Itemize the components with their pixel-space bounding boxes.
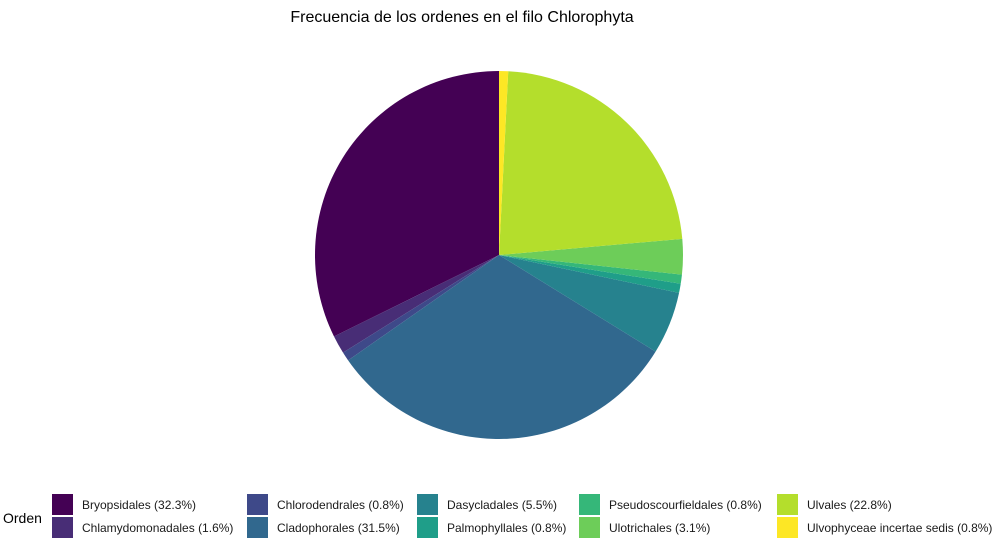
legend-item-ulvophyceae-incertae-sedis: Ulvophyceae incertae sedis (0.8%) — [777, 517, 992, 538]
legend-label: Dasycladales (5.5%) — [447, 498, 557, 512]
legend-label: Ulvales (22.8%) — [807, 498, 892, 512]
legend-swatch — [417, 517, 438, 538]
pie-slice-bryopsidales — [315, 71, 499, 337]
pie-slice-chlorodendrales — [343, 255, 499, 361]
legend-swatch — [777, 494, 798, 515]
legend-item-chlamydomonadales: Chlamydomonadales (1.6%) — [52, 517, 233, 538]
legend-title: Orden — [3, 510, 42, 526]
pie-slice-ulotrichales — [499, 238, 684, 275]
legend-item-pseudoscourfieldales: Pseudoscourfieldales (0.8%) — [579, 494, 762, 515]
legend-swatch — [247, 517, 268, 538]
legend-swatch — [247, 494, 268, 515]
legend-item-palmophyllales: Palmophyllales (0.8%) — [417, 517, 566, 538]
legend-item-bryopsidales: Bryopsidales (32.3%) — [52, 494, 196, 515]
legend-item-ulvales: Ulvales (22.8%) — [777, 494, 892, 515]
legend-swatch — [52, 494, 73, 515]
pie-slice-ulvophyceae-incertae-sedis — [499, 70, 509, 255]
legend-swatch — [417, 494, 438, 515]
pie-slice-chlamydomonadales — [334, 255, 499, 353]
legend-item-ulotrichales: Ulotrichales (3.1%) — [579, 517, 710, 538]
legend-label: Palmophyllales (0.8%) — [447, 521, 566, 535]
legend-label: Ulotrichales (3.1%) — [609, 521, 710, 535]
chart-title: Frecuencia de los ordenes en el filo Chl… — [290, 9, 633, 26]
pie-slice-ulvales — [499, 71, 683, 255]
legend-swatch — [777, 517, 798, 538]
legend-item-cladophorales: Cladophorales (31.5%) — [247, 517, 400, 538]
pie-slice-dasycladales — [499, 255, 680, 352]
pie-slice-pseudoscourfieldales — [499, 255, 682, 284]
pie-slice-palmophyllales — [499, 255, 681, 293]
legend-label: Bryopsidales (32.3%) — [82, 498, 196, 512]
legend-swatch — [579, 517, 600, 538]
legend-label: Chlorodendrales (0.8%) — [277, 498, 404, 512]
legend-swatch — [579, 494, 600, 515]
legend-swatch — [52, 517, 73, 538]
pie-slices — [315, 70, 684, 439]
legend-label: Pseudoscourfieldales (0.8%) — [609, 498, 762, 512]
legend-item-dasycladales: Dasycladales (5.5%) — [417, 494, 557, 515]
legend-label: Chlamydomonadales (1.6%) — [82, 521, 233, 535]
legend-label: Ulvophyceae incertae sedis (0.8%) — [807, 521, 992, 535]
pie-slice-cladophorales — [348, 255, 656, 439]
legend-item-chlorodendrales: Chlorodendrales (0.8%) — [247, 494, 404, 515]
legend: Bryopsidales (32.3%) Chlamydomonadales (1… — [52, 494, 992, 538]
legend-label: Cladophorales (31.5%) — [277, 521, 400, 535]
